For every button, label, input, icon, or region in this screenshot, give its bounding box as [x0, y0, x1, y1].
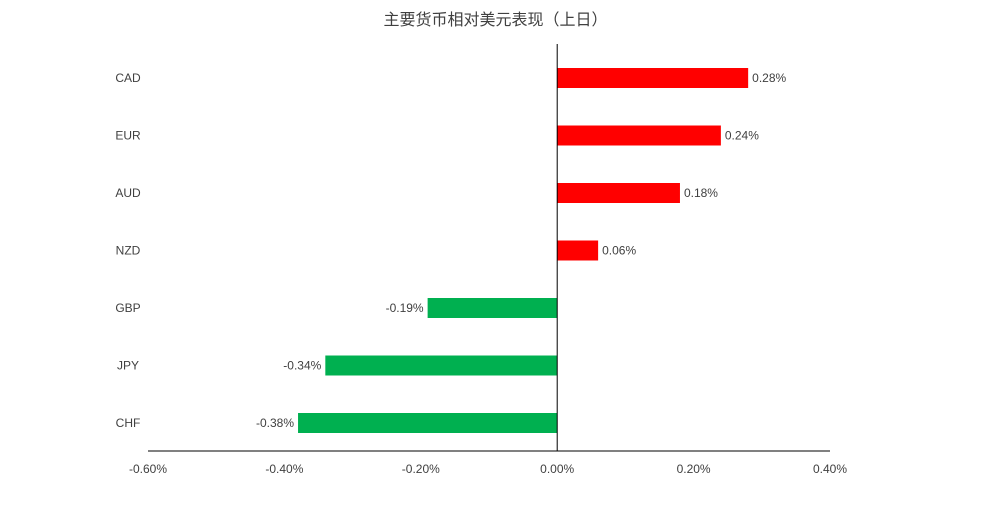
bar-eur [557, 125, 721, 146]
data-label-nzd: 0.06% [602, 244, 636, 258]
x-tick-label: 0.20% [677, 462, 711, 476]
data-label-jpy: -0.34% [283, 359, 321, 373]
data-label-aud: 0.18% [684, 186, 718, 200]
chart-title: 主要货币相对美元表现（上日） [383, 10, 608, 29]
category-label-eur: EUR [115, 129, 141, 143]
category-label-cad: CAD [115, 71, 141, 85]
bar-nzd [557, 240, 599, 261]
category-label-jpy: JPY [117, 359, 139, 373]
category-label-chf: CHF [116, 416, 141, 430]
x-tick-label: -0.40% [265, 462, 303, 476]
bar-aud [557, 183, 680, 203]
bar-gbp [427, 298, 558, 318]
data-label-eur: 0.24% [725, 129, 759, 143]
x-tick-label: 0.00% [540, 462, 574, 476]
data-label-cad: 0.28% [752, 71, 786, 85]
bar-cad [557, 68, 749, 88]
bar-jpy [325, 355, 558, 376]
category-label-gbp: GBP [115, 301, 140, 315]
x-tick-label: 0.40% [813, 462, 847, 476]
data-label-gbp: -0.19% [386, 301, 424, 315]
x-tick-label: -0.20% [402, 462, 440, 476]
bar-chf [298, 413, 558, 433]
category-label-aud: AUD [115, 186, 141, 200]
category-label-nzd: NZD [116, 244, 141, 258]
data-label-chf: -0.38% [256, 416, 294, 430]
x-tick-label: -0.60% [129, 462, 167, 476]
